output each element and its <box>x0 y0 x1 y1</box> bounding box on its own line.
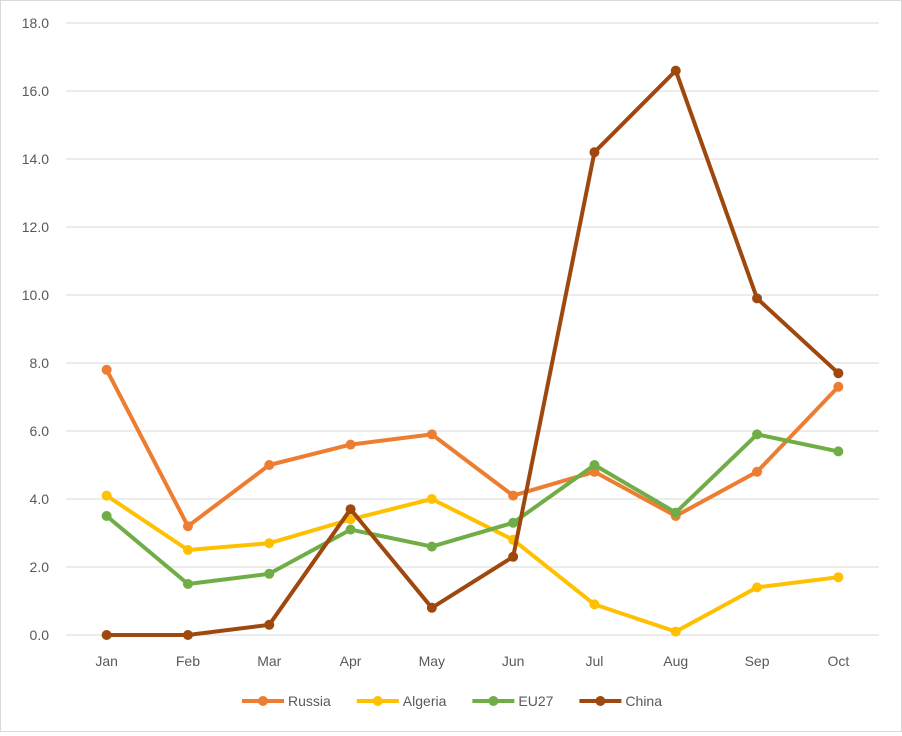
data-point-algeria <box>426 494 437 504</box>
data-point-russia <box>345 439 356 450</box>
y-tick-label: 2.0 <box>30 559 50 575</box>
data-point-china <box>833 368 844 379</box>
data-point-eu27 <box>101 511 112 521</box>
legend-marker-eu27 <box>488 696 499 706</box>
data-point-eu27 <box>508 517 519 528</box>
data-point-algeria <box>345 514 356 525</box>
y-tick-label: 14.0 <box>22 151 49 167</box>
x-tick-label: Feb <box>176 653 200 669</box>
data-point-china <box>182 630 193 640</box>
legend-label-eu27: EU27 <box>518 693 553 709</box>
x-tick-label: May <box>419 653 445 669</box>
legend-marker-algeria <box>372 696 383 706</box>
data-point-china <box>508 551 519 562</box>
series-lines <box>101 65 844 640</box>
series-russia <box>101 364 844 532</box>
series-algeria <box>101 490 844 637</box>
x-tick-label: Jun <box>502 653 525 669</box>
y-tick-label: 8.0 <box>30 355 50 371</box>
data-point-algeria <box>589 599 600 610</box>
data-point-algeria <box>670 626 681 637</box>
legend: Russia Algeria EU27 China <box>242 693 662 709</box>
data-point-russia <box>752 466 763 477</box>
data-point-russia <box>182 521 193 532</box>
legend-item-china: China <box>579 693 662 709</box>
data-point-china <box>589 147 600 158</box>
data-point-eu27 <box>670 507 681 518</box>
legend-item-algeria: Algeria <box>356 693 447 709</box>
data-point-algeria <box>833 572 844 583</box>
y-tick-label: 0.0 <box>30 627 50 643</box>
x-tick-label: Mar <box>257 653 281 669</box>
data-point-eu27 <box>589 460 600 470</box>
x-tick-label: Sep <box>745 653 770 669</box>
legend-label-algeria: Algeria <box>403 693 447 709</box>
data-point-russia <box>101 364 112 375</box>
y-tick-label: 4.0 <box>30 491 50 507</box>
y-tick-label: 18.0 <box>22 15 49 31</box>
legend-marker-china <box>595 696 606 706</box>
data-point-china <box>345 504 356 515</box>
legend-item-eu27: EU27 <box>472 693 554 709</box>
series-line-algeria <box>104 493 841 634</box>
data-point-china <box>670 65 681 76</box>
data-point-russia <box>264 460 275 470</box>
data-point-algeria <box>182 545 193 555</box>
series-eu27 <box>101 429 844 589</box>
data-point-algeria <box>264 538 275 549</box>
legend-marker-russia <box>258 696 268 706</box>
y-axis-tick-labels: 0.0 2.0 4.0 6.0 8.0 10.0 12.0 14.0 16.0 18.0 <box>22 15 49 643</box>
data-point-eu27 <box>345 524 356 535</box>
legend-label-russia: Russia <box>288 693 331 709</box>
legend-label-china: China <box>625 693 662 709</box>
data-point-eu27 <box>426 541 437 552</box>
data-point-china <box>752 293 763 304</box>
data-point-china <box>101 630 112 640</box>
data-point-russia <box>833 381 844 392</box>
series-line-russia <box>104 367 841 529</box>
data-point-eu27 <box>752 429 763 440</box>
data-point-algeria <box>101 490 112 501</box>
y-tick-label: 12.0 <box>22 219 49 235</box>
data-point-algeria <box>752 582 763 593</box>
gridlines <box>66 22 879 636</box>
data-point-eu27 <box>264 568 275 579</box>
series-line-eu27 <box>104 432 841 586</box>
y-tick-label: 16.0 <box>22 83 49 99</box>
data-point-china <box>426 602 437 613</box>
y-tick-label: 6.0 <box>30 423 50 439</box>
series-line-china <box>104 68 841 637</box>
x-tick-label: Jan <box>95 653 118 669</box>
series-china <box>101 65 844 640</box>
x-tick-label: Jul <box>585 653 603 669</box>
x-tick-label: Oct <box>827 653 849 669</box>
y-tick-label: 10.0 <box>22 287 49 303</box>
x-tick-label: Apr <box>340 653 362 669</box>
data-point-russia <box>508 490 519 501</box>
data-point-russia <box>426 429 437 440</box>
data-point-eu27 <box>833 446 844 457</box>
data-point-eu27 <box>182 579 193 589</box>
x-axis-tick-labels: Jan Feb Mar Apr May Jun Jul Aug Sep Oct <box>95 653 849 669</box>
data-point-china <box>264 619 275 630</box>
x-tick-label: Aug <box>663 653 688 669</box>
legend-item-russia: Russia <box>242 693 331 709</box>
